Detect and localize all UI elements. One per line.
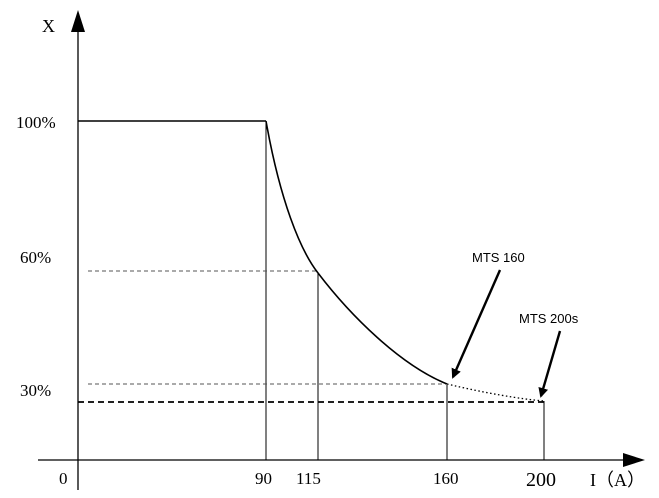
- y-tick-30: 30%: [20, 381, 51, 400]
- origin-label: 0: [59, 469, 68, 488]
- y-axis-label: X: [42, 16, 55, 36]
- derating-curve: [265, 120, 448, 385]
- derating-curve-dotted: [446, 383, 545, 402]
- mts200s-label: MTS 200s: [519, 311, 579, 326]
- y-tick-60: 60%: [20, 248, 51, 267]
- x-axis-label: I（A）: [590, 470, 645, 490]
- y-axis-arrow-icon: [71, 10, 85, 32]
- mts160-arrow: [451, 269, 502, 379]
- mts200s-arrow: [538, 330, 562, 398]
- x-tick-200: 200: [526, 469, 556, 491]
- x-axis-arrow-icon: [623, 453, 645, 467]
- x-tick-90: 90: [255, 469, 272, 488]
- x-tick-115: 115: [296, 469, 321, 488]
- y-tick-100: 100%: [16, 113, 56, 132]
- x-tick-160: 160: [433, 469, 459, 488]
- mts160-label: MTS 160: [472, 250, 525, 265]
